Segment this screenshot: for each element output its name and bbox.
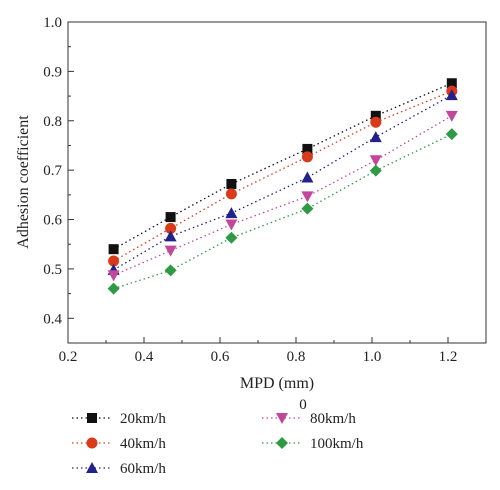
data-point-s1-p3 <box>301 151 313 163</box>
legend: 20km/h 40km/h 60km/h 80km/h 100km/h <box>72 411 364 477</box>
y-tick-label-3: 0.7 <box>43 163 62 179</box>
y-tick-label-1: 0.5 <box>43 262 62 278</box>
data-point-s2-p2 <box>225 207 238 219</box>
legend-marker-0 <box>87 413 97 423</box>
data-point-s4-p3 <box>301 202 314 215</box>
data-point-s1-p1 <box>165 222 177 234</box>
x-tick-label-3: 0.8 <box>287 349 306 365</box>
data-point-s0-p0 <box>108 244 119 255</box>
series-line-3 <box>113 115 453 276</box>
legend-label-0: 20km/h <box>120 411 166 427</box>
series-markers <box>107 78 458 295</box>
data-point-s4-p5 <box>445 128 458 141</box>
data-point-s2-p5 <box>445 89 458 101</box>
series-line-4 <box>113 133 453 290</box>
data-point-s1-p4 <box>370 116 382 128</box>
series-line-2 <box>113 94 453 271</box>
data-point-s3-p0 <box>107 270 120 282</box>
data-point-s3-p5 <box>445 110 458 122</box>
legend-marker-4 <box>276 437 288 449</box>
x-tick-label-2: 0.6 <box>211 349 230 365</box>
y-tick-label-0: 0.4 <box>43 311 62 327</box>
data-point-s2-p3 <box>301 171 314 183</box>
legend-marker-3 <box>276 413 288 424</box>
y-axis-ticks: 0.4 0.5 0.6 0.7 0.8 0.9 1.0 <box>43 15 74 344</box>
data-point-s1-p0 <box>108 255 120 267</box>
y-tick-label-2: 0.6 <box>43 213 62 229</box>
series-line-1 <box>113 90 453 262</box>
plot-frame <box>67 21 487 344</box>
y-tick-label-5: 0.9 <box>43 64 62 80</box>
plot-area <box>67 21 487 344</box>
data-point-s4-p1 <box>164 264 177 277</box>
data-point-s3-p4 <box>369 155 382 167</box>
data-point-s3-p2 <box>225 219 238 231</box>
data-point-s0-p3 <box>302 143 313 154</box>
legend-label-1: 40km/h <box>120 436 166 452</box>
legend-label-3: 80km/h <box>310 411 356 427</box>
data-point-s0-p4 <box>370 110 381 121</box>
data-point-s0-p1 <box>165 212 176 223</box>
data-point-s1-p2 <box>225 188 237 200</box>
x-tick-label-5: 1.2 <box>439 349 458 365</box>
x-tick-label-0: 0.2 <box>59 349 78 365</box>
data-point-s4-p2 <box>225 231 238 244</box>
data-point-s4-p0 <box>107 282 120 295</box>
x-tick-label-4: 1.0 <box>363 349 382 365</box>
data-point-s0-p2 <box>226 178 237 189</box>
legend-marker-1 <box>86 437 98 449</box>
data-point-s3-p1 <box>164 245 177 257</box>
data-point-s2-p1 <box>164 230 177 242</box>
legend-label-4: 100km/h <box>310 436 364 452</box>
y-tick-label-6: 1.0 <box>43 15 62 31</box>
series-line-0 <box>113 82 453 250</box>
data-point-s4-p4 <box>369 164 382 177</box>
x-axis-label: MPD (mm) <box>240 375 314 392</box>
data-point-s2-p4 <box>369 131 382 143</box>
legend-marker-2 <box>86 462 98 473</box>
data-point-s3-p3 <box>301 191 314 203</box>
legend-label-2: 60km/h <box>120 461 166 477</box>
x-tick-label-1: 0.4 <box>135 349 154 365</box>
legend-stray-text: 0 <box>299 397 307 413</box>
x-axis-ticks: 0.2 0.4 0.6 0.8 1.0 1.2 <box>59 337 458 365</box>
series-lines <box>113 82 453 290</box>
y-tick-label-4: 0.8 <box>43 114 62 130</box>
y-axis-label: Adhesion coefficient <box>15 115 32 249</box>
data-point-s0-p5 <box>446 78 457 89</box>
